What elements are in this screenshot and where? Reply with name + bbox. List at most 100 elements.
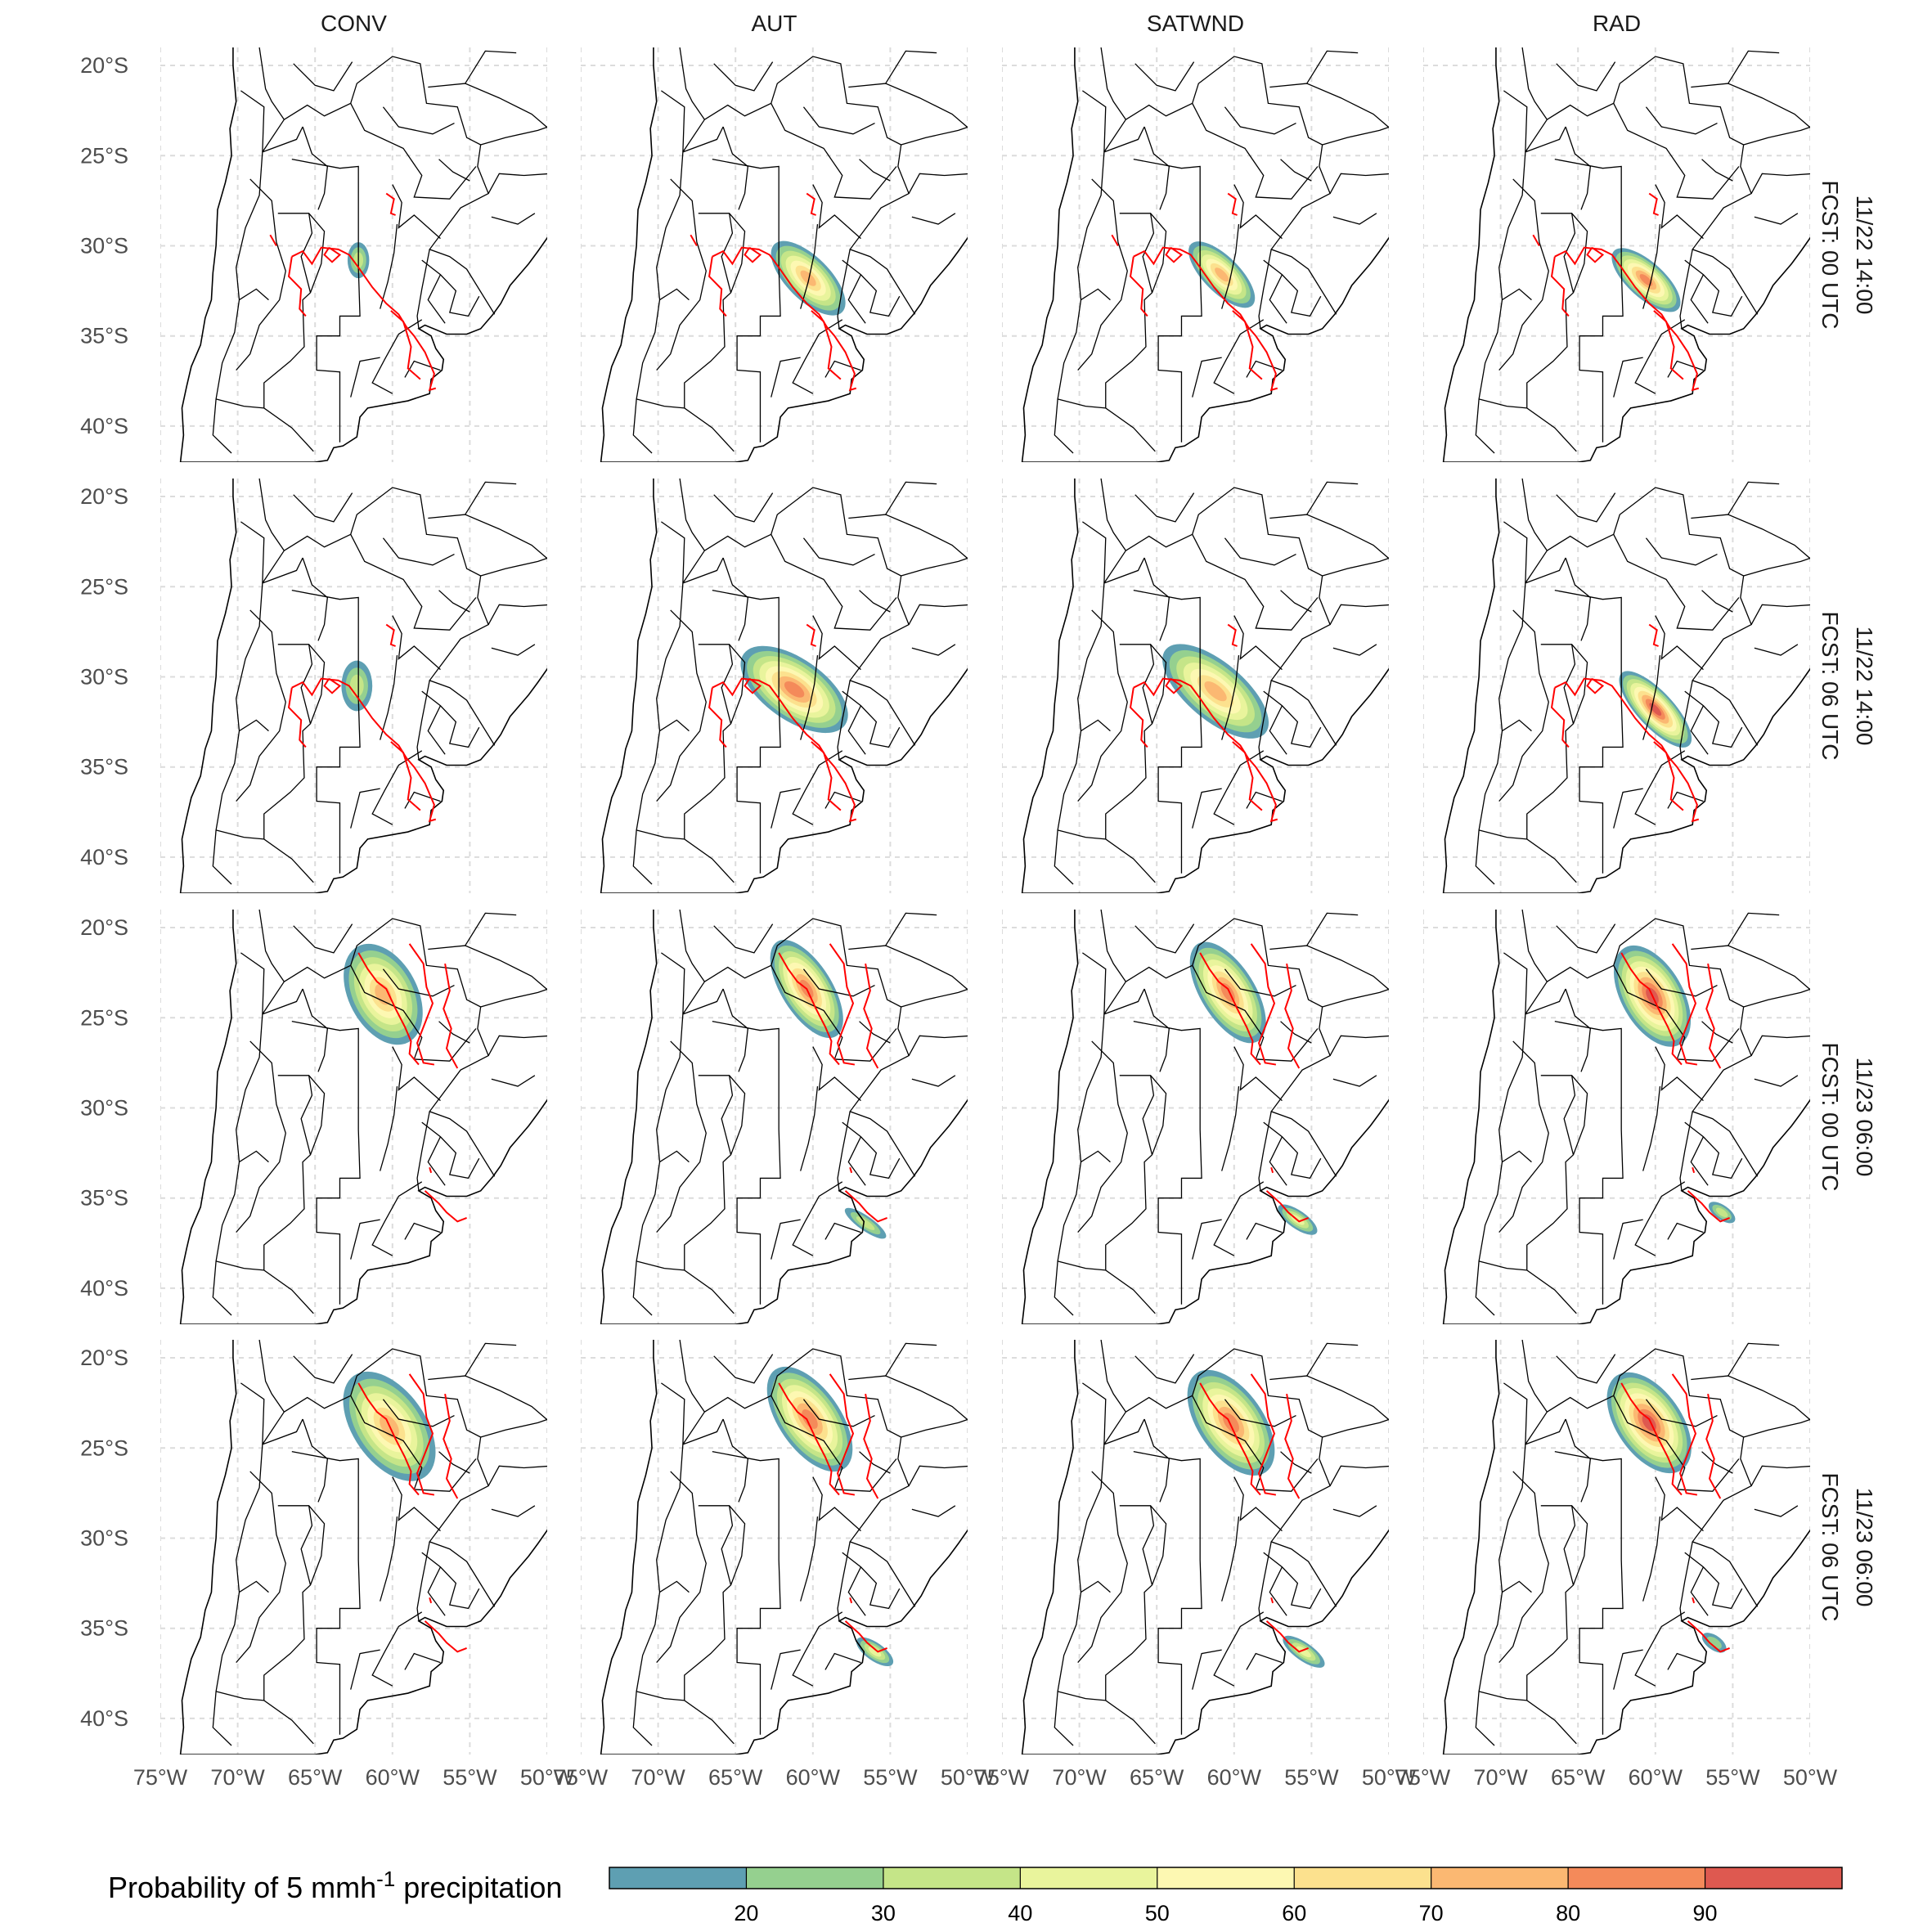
border-line <box>1526 1505 1588 1745</box>
border-line <box>1322 557 1389 577</box>
border-line <box>1684 259 1743 317</box>
border-line <box>1526 644 1588 883</box>
x-tick-label: 75°W <box>975 1765 1030 1790</box>
border-line <box>721 1505 734 1585</box>
border-line <box>824 1652 861 1670</box>
legend-swatch <box>1431 1867 1569 1889</box>
border-line <box>1690 1566 1709 1616</box>
y-tick-label: 40°S <box>80 1276 128 1301</box>
border-line <box>1547 1348 1759 1607</box>
border-line <box>1526 1075 1588 1314</box>
legend-swatch <box>609 1867 747 1889</box>
coastline <box>179 479 547 893</box>
border-line <box>911 213 956 225</box>
border-line <box>792 319 843 394</box>
observed-contour <box>829 943 856 1066</box>
border-line <box>300 1075 313 1155</box>
observed-contour <box>287 687 307 748</box>
border-line <box>632 47 706 454</box>
observed-contour <box>744 246 762 263</box>
border-line <box>236 178 286 371</box>
observed-contour <box>1265 1190 1309 1223</box>
probability-level <box>1296 1646 1311 1658</box>
observed-contour <box>1532 234 1540 246</box>
coastline <box>600 1340 968 1755</box>
legend-swatch <box>883 1867 1021 1889</box>
border-line <box>421 1552 480 1610</box>
facet-panel <box>160 1340 547 1755</box>
border-line <box>1081 719 1111 732</box>
border-line <box>1728 481 1780 515</box>
border-line <box>847 274 866 324</box>
coastline <box>1442 1340 1810 1755</box>
border-line <box>1554 159 1624 443</box>
border-line <box>812 615 861 671</box>
border-line <box>1224 106 1296 135</box>
probability-level <box>1215 267 1229 282</box>
x-tick-label: 65°W <box>708 1765 763 1790</box>
border-line <box>1525 557 1566 584</box>
observed-contour <box>690 234 698 246</box>
border-line <box>404 1652 441 1670</box>
border-line <box>1525 988 1566 1015</box>
border-line <box>911 1505 956 1517</box>
border-line <box>1134 923 1195 954</box>
border-line <box>712 590 781 874</box>
border-line <box>1475 910 1548 1316</box>
border-line <box>1105 1075 1167 1314</box>
x-tick-label: 50°W <box>520 1765 575 1790</box>
border-line <box>713 923 774 954</box>
border-line <box>1634 750 1686 825</box>
border-line <box>885 912 937 946</box>
row-label-line: 11/23 06:00 <box>1852 1058 1877 1177</box>
border-line <box>885 50 937 84</box>
border-line <box>1565 557 1592 641</box>
border-line <box>1547 487 1759 746</box>
border-line <box>1565 1418 1592 1503</box>
probability-level <box>1706 1636 1722 1649</box>
border-line <box>1655 1476 1704 1532</box>
y-tick-label: 40°S <box>80 1706 128 1731</box>
border-line <box>239 1150 269 1163</box>
border-line <box>302 1418 329 1503</box>
y-tick-label: 25°S <box>80 143 128 168</box>
border-line <box>1233 1476 1283 1532</box>
probability-level <box>802 1409 818 1429</box>
observed-contour <box>443 1393 459 1499</box>
border-line <box>656 609 707 802</box>
observed-contour <box>1705 963 1722 1069</box>
border-line <box>1057 1691 1106 1701</box>
border-line <box>1213 319 1265 394</box>
border-line <box>438 590 470 613</box>
border-line <box>1081 1580 1111 1593</box>
x-tick-label: 70°W <box>1052 1765 1107 1790</box>
observed-contour <box>408 943 435 1066</box>
border-line <box>885 481 937 515</box>
border-line <box>291 159 361 443</box>
border-line <box>1306 1342 1359 1377</box>
y-tick-label: 35°S <box>80 1186 128 1211</box>
coastline <box>1442 479 1810 893</box>
border-line <box>1054 910 1127 1316</box>
border-line <box>421 1121 480 1179</box>
border-line <box>684 213 746 452</box>
coastline <box>1021 47 1389 462</box>
border-line <box>404 1222 441 1240</box>
border-line <box>380 1085 398 1171</box>
observed-contour <box>1199 1382 1261 1496</box>
legend-swatch <box>746 1867 884 1889</box>
x-tick-label: 60°W <box>786 1765 841 1790</box>
y-tick-label: 30°S <box>80 664 128 689</box>
observed-contour <box>778 952 840 1066</box>
border-line <box>1563 1075 1576 1155</box>
border-line <box>1743 557 1810 577</box>
border-line <box>1133 590 1202 874</box>
border-line <box>1192 788 1222 829</box>
y-tick-label: 30°S <box>80 1525 128 1550</box>
border-line <box>632 479 706 885</box>
border-line <box>1221 223 1240 309</box>
border-line <box>911 644 956 656</box>
border-line <box>350 788 380 829</box>
border-line <box>487 173 547 194</box>
